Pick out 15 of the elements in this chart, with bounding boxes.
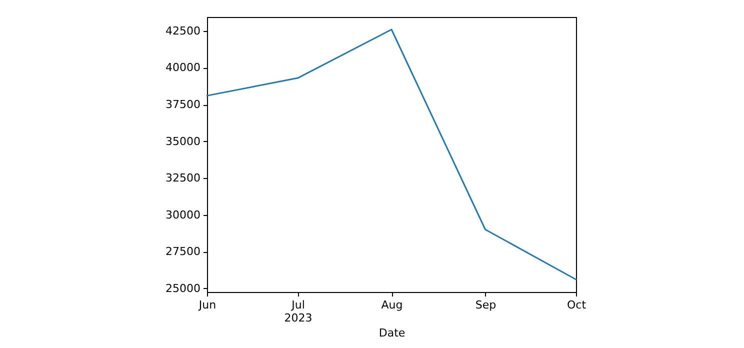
x-tick-label: Jun bbox=[198, 298, 216, 312]
line-series bbox=[206, 28, 577, 280]
x-tick-label: Jul 2023 bbox=[284, 298, 312, 324]
x-tick-label: Oct bbox=[566, 298, 587, 312]
y-tick-label: 25000 bbox=[166, 282, 200, 295]
y-tick-label: 32500 bbox=[166, 172, 200, 185]
y-tick-label: 37500 bbox=[166, 98, 200, 111]
x-axis-title: Date bbox=[378, 326, 406, 340]
y-tick-label: 35000 bbox=[166, 134, 200, 148]
y-tick-label: 30000 bbox=[166, 208, 200, 222]
x-tick-label: Sep bbox=[475, 298, 496, 312]
y-tick-label: 27500 bbox=[166, 245, 200, 258]
y-tick-label: 42500 bbox=[166, 24, 200, 38]
y-tick-label: 40000 bbox=[166, 61, 200, 74]
x-tick-label: Aug bbox=[381, 298, 403, 312]
